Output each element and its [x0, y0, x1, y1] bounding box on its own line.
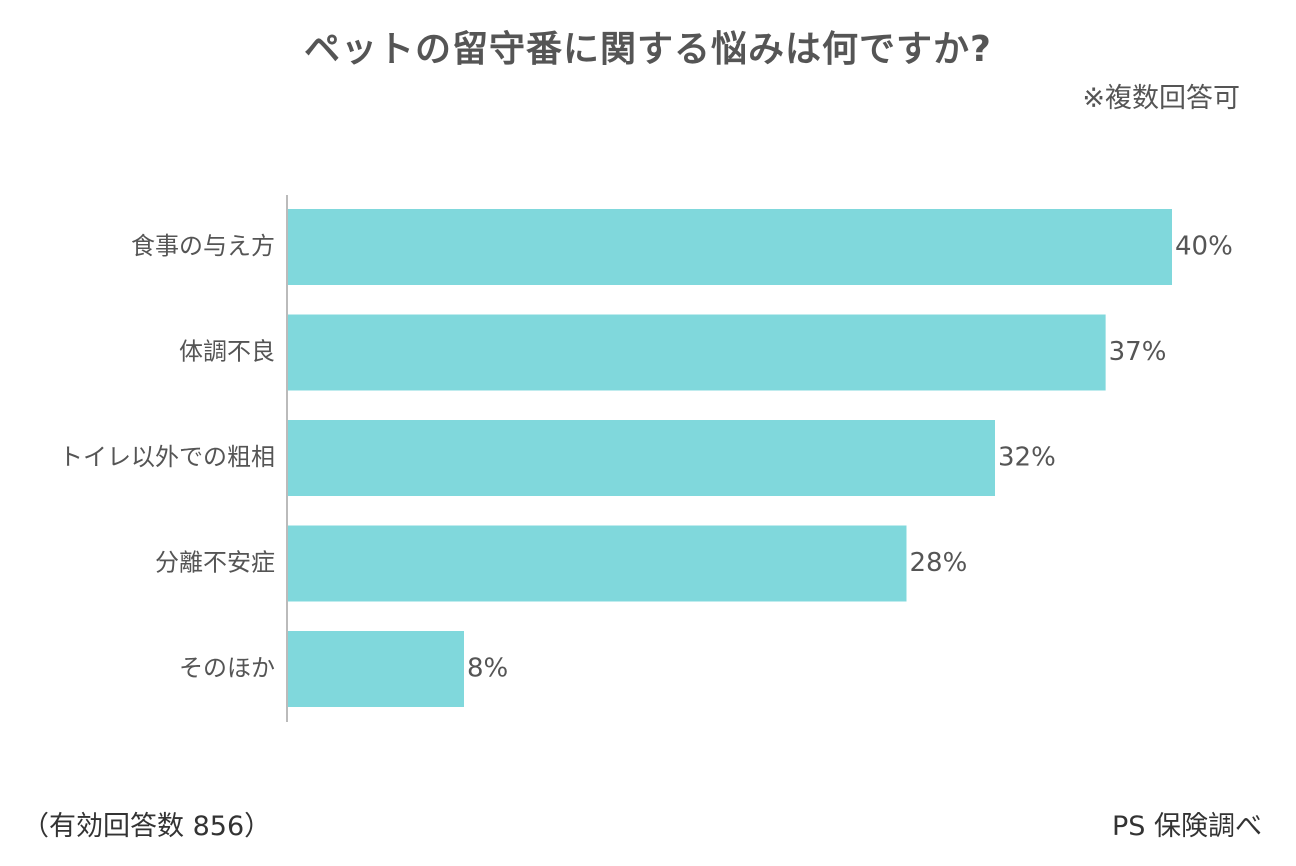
source-note: PS 保険調べ — [1111, 811, 1262, 842]
bar-3 — [287, 420, 995, 496]
bars-group: 食事の与え方 40% 体調不良 37% トイレ以外での粗相 32% 分離不安症 28% そのほか… — [59, 209, 1233, 707]
value-label-5: 8% — [467, 654, 508, 684]
category-label-5: そのほか — [179, 654, 275, 682]
chart-title: ペットの留守番に関する悩みは何ですか? — [304, 29, 992, 70]
chart-note: ※複数回答可 — [1082, 83, 1240, 114]
bar-4 — [287, 525, 907, 602]
value-label-2: 37% — [1109, 337, 1167, 367]
sample-size-note: （有効回答数 856） — [22, 811, 272, 842]
category-label-4: 分離不安症 — [155, 549, 275, 577]
value-label-4: 28% — [910, 548, 968, 578]
value-label-1: 40% — [1175, 232, 1233, 262]
category-label-1: 食事の与え方 — [131, 232, 275, 260]
category-label-3: トイレ以外での粗相 — [59, 443, 275, 471]
category-label-2: 体調不良 — [179, 338, 275, 366]
bar-5 — [287, 631, 464, 707]
bar-1 — [287, 209, 1172, 285]
value-label-3: 32% — [998, 443, 1056, 473]
bar-2 — [287, 314, 1106, 391]
